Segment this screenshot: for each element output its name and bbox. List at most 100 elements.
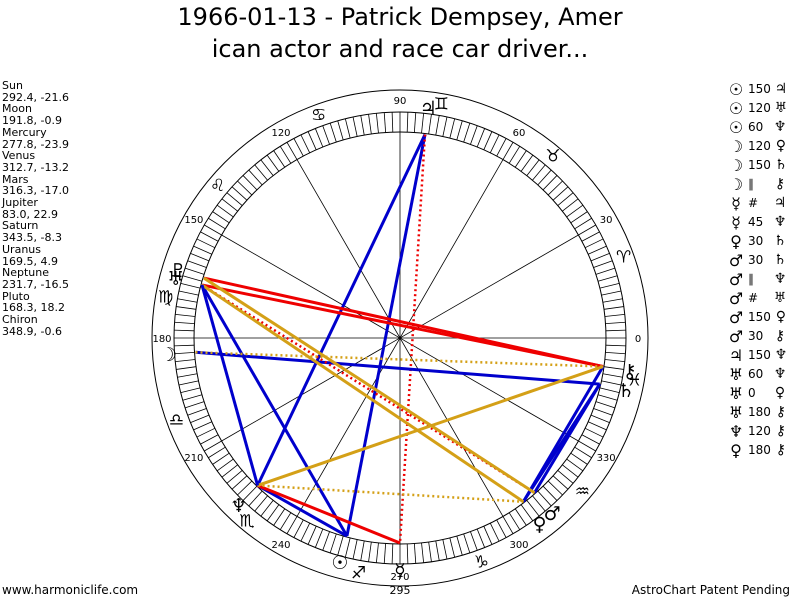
aspect-planet-2-glyph: ♃ <box>773 195 787 211</box>
moon-glyph: ☽ <box>160 344 177 366</box>
degree-label: 150 <box>184 215 203 226</box>
degree-tick <box>273 150 286 168</box>
degree-tick <box>184 267 205 275</box>
degree-tick <box>391 112 394 133</box>
planet-name: Moon <box>2 102 32 116</box>
degree-tick <box>590 252 610 262</box>
degree-tick <box>231 186 248 201</box>
degree-tick <box>329 533 337 554</box>
degree-tick <box>547 480 563 496</box>
degree-tick <box>177 298 198 303</box>
degree-label: 90 <box>394 96 407 107</box>
zodiac-sign-glyph: ♎ <box>169 410 184 430</box>
aspect-planet-2-glyph: ♄ <box>773 233 787 249</box>
degree-tick <box>496 138 507 157</box>
planet-positions-list: Sun 292.4, -21.6 Moon 191.8, -0.9 Mercury 277… <box>2 80 69 337</box>
degree-tick <box>178 380 199 386</box>
aspect-planet-2-glyph: ♀ <box>775 309 787 325</box>
degree-tick <box>286 142 298 160</box>
degree-tick <box>260 159 274 176</box>
aspect-row: ☿ # ♃ <box>726 194 789 213</box>
aspect-line <box>522 365 605 503</box>
degree-tick <box>537 490 552 507</box>
aspect-planet-2-glyph: ♃ <box>774 81 788 97</box>
aspect-value: 150 <box>748 82 771 96</box>
degree-tick <box>182 275 203 282</box>
aspect-line <box>257 484 524 503</box>
degree-tick <box>208 217 226 230</box>
degree-tick <box>542 485 558 501</box>
degree-tick <box>597 394 618 401</box>
planet-name: Venus <box>2 149 36 163</box>
degree-tick <box>180 387 201 394</box>
degree-tick <box>514 150 527 168</box>
degree-tick <box>221 464 238 478</box>
degree-tick <box>216 458 234 472</box>
degree-tick <box>520 504 534 522</box>
aspect-row: ☽ ∥ ⚷ <box>726 175 789 194</box>
degree-tick <box>593 408 613 416</box>
degree-tick <box>175 359 196 363</box>
degree-tick <box>352 116 358 137</box>
aspect-row: ☽ 120 ♀ <box>726 137 789 156</box>
degree-tick <box>428 114 432 135</box>
degree-tick <box>599 387 620 394</box>
outer-ring <box>151 89 649 587</box>
aspect-row: ♅ 0 ♀ <box>726 384 789 403</box>
degree-tick <box>435 540 440 561</box>
aspect-value: # <box>748 291 759 305</box>
degree-tick <box>180 282 201 289</box>
degree-tick <box>391 543 394 564</box>
degree-tick <box>231 475 248 490</box>
degree-tick <box>293 138 304 157</box>
aspect-planet-1-glyph: ♃ <box>728 346 744 365</box>
degree-tick <box>237 180 253 196</box>
saturn-glyph: ♄ <box>618 380 635 402</box>
planet-position-value: 169.5, 4.9 <box>2 254 58 268</box>
degree-tick <box>212 211 230 224</box>
degree-tick <box>273 508 286 526</box>
chiron-glyph: ⚷ <box>623 360 637 382</box>
degree-tick <box>322 531 330 551</box>
degree-tick <box>588 245 607 255</box>
aspect-planet-1-glyph: ♂ <box>728 251 744 270</box>
aspect-row: ♀ 180 ⚷ <box>726 441 789 460</box>
aspect-planet-1-glyph: ♀ <box>730 232 742 251</box>
zodiac-sign-glyph: ♒ <box>575 482 590 502</box>
degree-tick <box>178 290 199 296</box>
aspect-line <box>200 284 349 537</box>
aspect-planet-1-glyph: ♀ <box>730 441 742 460</box>
degree-tick <box>603 306 624 310</box>
degree-tick <box>595 267 616 275</box>
aspect-planet-2-glyph: ♅ <box>774 100 788 116</box>
aspect-line <box>256 484 348 538</box>
degree-tick <box>204 224 222 236</box>
degree-tick <box>242 175 258 191</box>
degree-tick <box>375 542 379 563</box>
degree-tick <box>562 464 579 478</box>
aspect-value: 60 <box>748 120 764 134</box>
degree-tick <box>187 260 207 268</box>
website-link[interactable]: www.harmoniclife.com <box>2 583 139 597</box>
aspect-planet-1-glyph: ♂ <box>728 327 744 346</box>
degree-tick <box>174 321 195 325</box>
degree-tick <box>552 475 569 490</box>
degree-tick <box>226 192 243 206</box>
degree-tick <box>260 500 274 517</box>
degree-tick <box>368 114 372 135</box>
degree-tick <box>574 217 592 230</box>
aspect-planet-2-glyph: ⚷ <box>774 176 786 192</box>
venus-glyph: ♀ <box>533 513 547 535</box>
aspect-planet-2-glyph: ♆ <box>774 347 788 363</box>
degree-tick <box>502 142 514 160</box>
zodiac-sign-glyph: ♉ <box>545 147 560 167</box>
degree-tick <box>182 394 203 401</box>
aspect-planet-2-glyph: ♅ <box>773 290 787 306</box>
degree-tick <box>375 113 379 134</box>
degree-tick <box>190 252 210 262</box>
aspect-list: ☉ 150 ♃ ☉ 120 ♅ ☉ 60 ♆ ☽ 120 ♀ ☽ 150 ♄ ☽ ∥ ⚷ ☿ # ♃ ☿ 45 ♆ ♀ 30 ♄ ♂ 3… <box>726 80 789 460</box>
degree-tick <box>442 539 448 560</box>
aspect-value: 30 <box>748 253 764 267</box>
planet-position-value: 168.3, 18.2 <box>2 301 65 315</box>
